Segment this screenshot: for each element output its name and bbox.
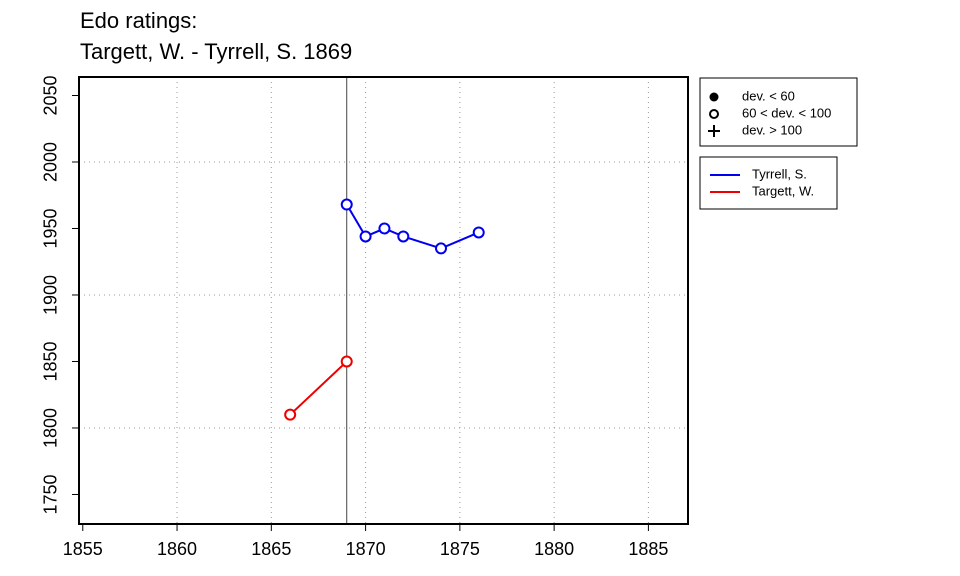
legend-box: [699, 156, 838, 210]
x-tick-label: 1875: [440, 539, 480, 559]
legend-symbol: [709, 109, 719, 119]
legend-label: dev. > 100: [742, 122, 802, 137]
point: [435, 242, 448, 255]
y-tick-label: 2000: [41, 142, 61, 182]
y-tick-label: 1850: [41, 341, 61, 381]
legend-symbol: [709, 92, 719, 102]
series-line: [345, 204, 480, 250]
y-tick-label: 1750: [41, 474, 61, 514]
plot-frame: [78, 76, 689, 525]
point: [340, 355, 353, 368]
y-tick-label: 2050: [41, 75, 61, 115]
y-tick-label: 1800: [41, 408, 61, 448]
x-tick-label: 1855: [63, 539, 103, 559]
series-line: [289, 360, 348, 416]
chart-subtitle: Targett, W. - Tyrrell, S. 1869: [80, 39, 352, 64]
y-tick-label: 1900: [41, 275, 61, 315]
point: [378, 222, 391, 235]
legend-label: Targett, W.: [752, 183, 814, 198]
x-tick-label: 1870: [346, 539, 386, 559]
legend-label: Tyrrell, S.: [752, 166, 807, 181]
x-tick-label: 1885: [628, 539, 668, 559]
y-tick-label: 1950: [41, 208, 61, 248]
legend-label: 60 < dev. < 100: [742, 105, 831, 120]
point: [397, 230, 410, 243]
point: [359, 230, 372, 243]
x-tick-label: 1865: [251, 539, 291, 559]
point: [340, 198, 353, 211]
x-tick-label: 1860: [157, 539, 197, 559]
legend-symbol: [708, 125, 720, 137]
legend-box: [699, 77, 858, 147]
point: [472, 226, 485, 239]
chart-title: Edo ratings:: [80, 8, 197, 33]
point: [284, 408, 297, 421]
legend-label: dev. < 60: [742, 88, 795, 103]
x-tick-label: 1880: [534, 539, 574, 559]
